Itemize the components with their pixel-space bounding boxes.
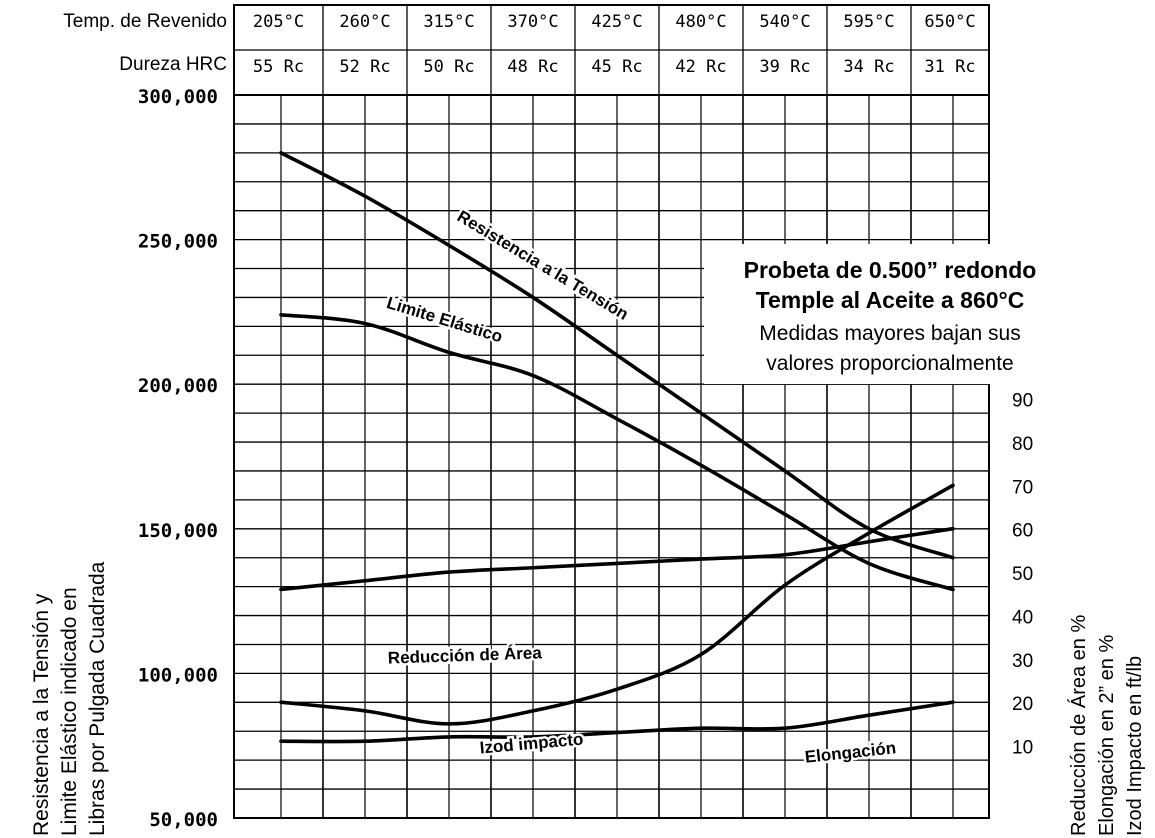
hardness-tick-label: 39 Rc [759, 57, 810, 77]
left-axis-title-line-2: Limite Elástico indicado en [58, 587, 81, 836]
right-tick-label: 30 [1012, 651, 1033, 672]
hardness-tick-label: 45 Rc [591, 57, 642, 77]
right-tick-label: 70 [1012, 477, 1033, 498]
temp-tick-label: 425°C [591, 12, 642, 32]
temp-row-label: Temp. de Revenido [63, 11, 227, 32]
left-tick-label: 200,000 [138, 375, 218, 397]
temp-tick-label: 540°C [759, 12, 810, 32]
left-tick-label: 50,000 [149, 809, 218, 831]
chart-grid [233, 4, 990, 819]
hardness-tick-label: 42 Rc [675, 57, 726, 77]
note-block: Probeta de 0.500” redondo Temple al Acei… [704, 244, 1074, 384]
temp-tick-label: 595°C [843, 12, 894, 32]
hardness-tick-label: 31 Rc [924, 57, 975, 77]
left-tick-label: 300,000 [138, 86, 218, 108]
right-tick-label: 10 [1012, 738, 1033, 759]
temp-tick-label: 480°C [675, 12, 726, 32]
note-line-4: valores proporcionalmente [766, 352, 1013, 375]
left-tick-label: 150,000 [138, 520, 218, 542]
right-axis-title-line-1: Reducción de Área en % [1067, 615, 1090, 836]
right-tick-label: 40 [1012, 607, 1033, 628]
left-axis-title: Resistencia a la Tensión y Limite Elásti… [30, 561, 109, 836]
left-axis-ticks: 50,000 100,000 150,000 200,000 250,000 300,00… [138, 86, 218, 831]
note-line-3: Medidas mayores bajan sus [759, 322, 1020, 345]
plot-frame [233, 4, 990, 819]
temp-tick-label: 260°C [339, 12, 390, 32]
note-line-1: Probeta de 0.500” redondo [744, 257, 1037, 283]
series-line-elongacion [279, 700, 955, 744]
right-tick-label: 20 [1012, 694, 1033, 715]
hardness-tick-label: 50 Rc [423, 57, 474, 77]
temp-tick-label: 650°C [924, 12, 975, 32]
header-table: 205°C 55 Rc 260°C 52 Rc 315°C 50 Rc 370°C 48 Rc… [234, 5, 989, 96]
right-tick-label: 60 [1012, 521, 1033, 542]
left-tick-label: 250,000 [138, 231, 218, 253]
temp-tick-label: 315°C [423, 12, 474, 32]
right-tick-label: 90 [1012, 391, 1033, 412]
temp-tick-label: 370°C [507, 12, 558, 32]
series-label-limite-elastico: Limite Elástico [384, 293, 504, 346]
right-axis-ticks: 102030405060708090100 [1012, 347, 1044, 758]
right-axis-title-line-3: Izod Impacto en ft/lb [1124, 656, 1146, 836]
series-line-izod-impacto [279, 483, 955, 726]
right-tick-label: 50 [1012, 564, 1033, 585]
series-line-resistencia-a-la-tension [279, 151, 955, 560]
hardness-tick-label: 34 Rc [843, 57, 894, 77]
temp-tick-label: 205°C [253, 12, 304, 32]
right-tick-label: 80 [1012, 434, 1033, 455]
left-tick-label: 100,000 [138, 664, 218, 686]
left-axis-title-line-3: Libras por Pulgada Cuadrada [86, 561, 109, 836]
hardness-row-label: Dureza HRC [119, 54, 227, 75]
right-axis-title: Reducción de Área en % Elongación en 2” … [1067, 615, 1146, 836]
series-line-limite-elastico [279, 312, 955, 592]
hardness-tick-label: 55 Rc [253, 57, 304, 77]
hardness-tick-label: 52 Rc [339, 57, 390, 77]
hardness-tick-label: 48 Rc [507, 57, 558, 77]
left-axis-title-line-1: Resistencia a la Tensión y [30, 593, 53, 836]
chart-series [279, 151, 955, 744]
series-label-elongacion: Elongación [804, 738, 897, 766]
series-label-reduccion-de-area: Reducción de Área [388, 643, 543, 667]
right-axis-title-line-2: Elongación en 2” en % [1096, 635, 1118, 836]
series-label-izod-impacto: Izod impacto [479, 730, 584, 758]
note-line-2: Temple al Aceite a 860°C [756, 287, 1025, 313]
